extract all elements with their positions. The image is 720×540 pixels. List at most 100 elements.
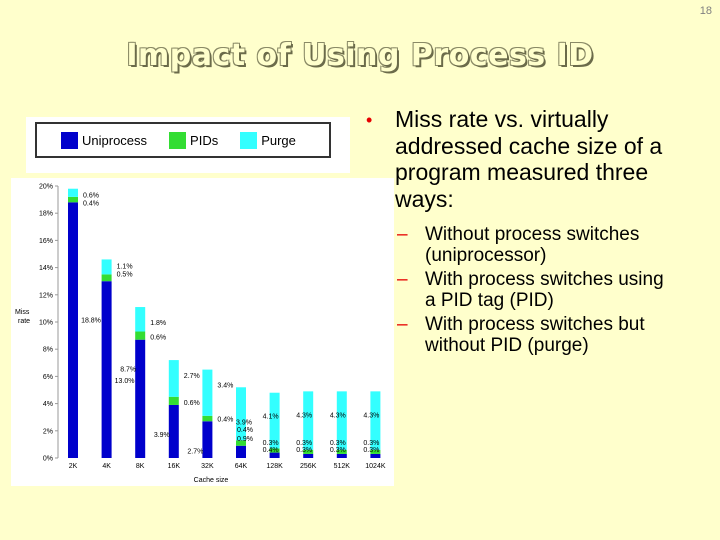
chart-legend: Uniprocess PIDs Purge: [26, 117, 350, 173]
bar-segment-purge: [269, 392, 280, 449]
data-label-uniprocess: 0.9%: [237, 436, 253, 443]
legend-label-pids: PIDs: [190, 132, 219, 148]
data-label-purge: 4.1%: [263, 414, 279, 421]
x-tick-label: 1024K: [365, 463, 386, 470]
bar-segment-purge: [135, 307, 146, 332]
y-tick-label: 4%: [43, 401, 53, 408]
data-label-uniprocess: 0.4%: [263, 447, 279, 454]
y-axis-title-line: Miss: [15, 309, 30, 316]
legend-swatch-purge: [240, 131, 258, 149]
data-label-pids: 0.3%: [263, 440, 279, 447]
slide-title: Impact of Using Process ID: [126, 38, 594, 73]
data-label-purge: 4.3%: [330, 412, 346, 419]
data-label-uniprocess: 8.7%: [120, 367, 136, 374]
data-label-uniprocess: 0.3%: [330, 447, 346, 454]
x-tick-label: 64K: [235, 463, 248, 470]
legend-swatch-pids: [169, 131, 187, 149]
bar-segment-pids: [101, 274, 112, 282]
data-label-uniprocess: 13.0%: [115, 378, 135, 385]
bar-segment-pids: [68, 196, 78, 203]
slide-number: 18: [699, 5, 712, 17]
bar-segment-uniprocess: [336, 453, 347, 458]
bar-segment-pids: [269, 448, 280, 453]
data-label-purge: 2.7%: [184, 373, 200, 380]
data-label-uniprocess: 0.3%: [363, 447, 379, 454]
chart-legend-frame: Uniprocess PIDs Purge: [35, 122, 331, 158]
bar-segment-purge: [236, 387, 246, 441]
bar-segment-uniprocess: [68, 202, 78, 458]
bar-segment-purge: [68, 188, 78, 197]
data-label-pids: 0.5%: [117, 271, 133, 278]
data-label-purge: 3.9%: [236, 419, 252, 426]
y-tick-label: 8%: [43, 347, 53, 354]
y-tick-label: 6%: [43, 374, 53, 381]
bar-segment-purge: [101, 259, 112, 275]
x-tick-label: 512K: [334, 463, 351, 470]
x-tick-label: 256K: [300, 463, 317, 470]
sub-bullet-text: With process switches but without PID (p…: [425, 314, 645, 356]
legend-label-uniprocess: Uniprocess: [82, 132, 148, 148]
data-label-pids: 0.4%: [217, 416, 233, 423]
data-label-pids: 0.4%: [237, 427, 253, 434]
bar-segment-pids: [236, 440, 246, 446]
data-label-purge: 3.4%: [217, 383, 233, 390]
data-label-purge: 0.6%: [83, 193, 99, 200]
sub-bullet-dash-icon: –: [397, 314, 408, 335]
bar-segment-uniprocess: [168, 404, 179, 458]
sub-bullet-item: – With process switches using a PID tag …: [397, 269, 706, 311]
bar-segment-purge: [168, 360, 179, 397]
data-label-pids: 0.3%: [363, 440, 379, 447]
bar-segment-uniprocess: [269, 452, 280, 458]
legend-swatch-uniprocess: [61, 131, 78, 149]
x-tick-label: 128K: [266, 463, 283, 470]
x-tick-label: 4K: [102, 463, 111, 470]
sub-bullet-item: – With process switches but without PID …: [397, 314, 706, 356]
data-label-purge: 1.8%: [150, 320, 166, 327]
bar-segment-pids: [168, 396, 179, 405]
y-tick-label: 18%: [39, 211, 53, 218]
data-label-uniprocess: 0.3%: [296, 447, 312, 454]
sub-bullet-dash-icon: –: [397, 269, 408, 290]
bar-segment-uniprocess: [135, 339, 146, 458]
sub-bullet-list: – Without process switches (uniprocessor…: [397, 224, 706, 356]
bar-segment-purge: [303, 391, 314, 450]
x-tick-label: 2K: [69, 463, 78, 470]
legend-label-purge: Purge: [261, 132, 296, 148]
data-label-uniprocess: 18.8%: [81, 317, 101, 324]
data-label-pids: 0.6%: [184, 400, 200, 407]
legend-item-purge: Purge: [240, 131, 296, 149]
y-tick-label: 2%: [43, 428, 53, 435]
y-tick-label: 20%: [39, 184, 53, 191]
bar-segment-purge: [202, 369, 213, 416]
y-tick-label: 10%: [39, 320, 53, 327]
chart-canvas: 0% 2% 4% 6% 8% 10% 12% 14% 16% 18% 20% Miss rate 18.8…: [15, 184, 386, 485]
bar-segment-pids: [370, 449, 381, 454]
bar-segment-uniprocess: [303, 453, 314, 458]
data-label-pids: 0.3%: [296, 440, 312, 447]
y-tick-label: 16%: [39, 238, 53, 245]
sub-bullet-text: Without process switches (uniprocessor): [425, 224, 640, 266]
sub-bullet-dash-icon: –: [397, 224, 408, 245]
bar-segment-purge: [370, 391, 381, 450]
bullet-main-text: Miss rate vs. virtually addressed cache …: [395, 106, 663, 212]
y-tick-label: 12%: [39, 292, 53, 299]
y-tick-label: 14%: [39, 265, 53, 272]
x-tick-label: 32K: [201, 463, 214, 470]
legend-item-pids: PIDs: [169, 131, 219, 149]
bar-segment-purge: [336, 391, 347, 450]
bar-segment-pids: [135, 331, 146, 340]
data-label-uniprocess: 2.7%: [187, 448, 203, 455]
bar-segment-pids: [303, 449, 314, 454]
data-label-pids: 0.4%: [83, 201, 99, 208]
x-tick-label: 16K: [168, 463, 181, 470]
x-axis-title: Cache size: [194, 477, 229, 484]
miss-rate-chart: 0% 2% 4% 6% 8% 10% 12% 14% 16% 18% 20% Miss rate 18.8…: [11, 178, 394, 486]
bar-segment-uniprocess: [101, 281, 112, 458]
data-label-uniprocess: 3.9%: [154, 432, 170, 439]
data-label-pids: 0.3%: [330, 440, 346, 447]
data-label-pids: 0.6%: [150, 335, 166, 342]
bullet-dot-icon: •: [366, 110, 373, 130]
bar-segment-pids: [202, 415, 213, 422]
data-label-purge: 4.3%: [296, 412, 312, 419]
legend-item-uniprocess: Uniprocess: [61, 131, 148, 149]
